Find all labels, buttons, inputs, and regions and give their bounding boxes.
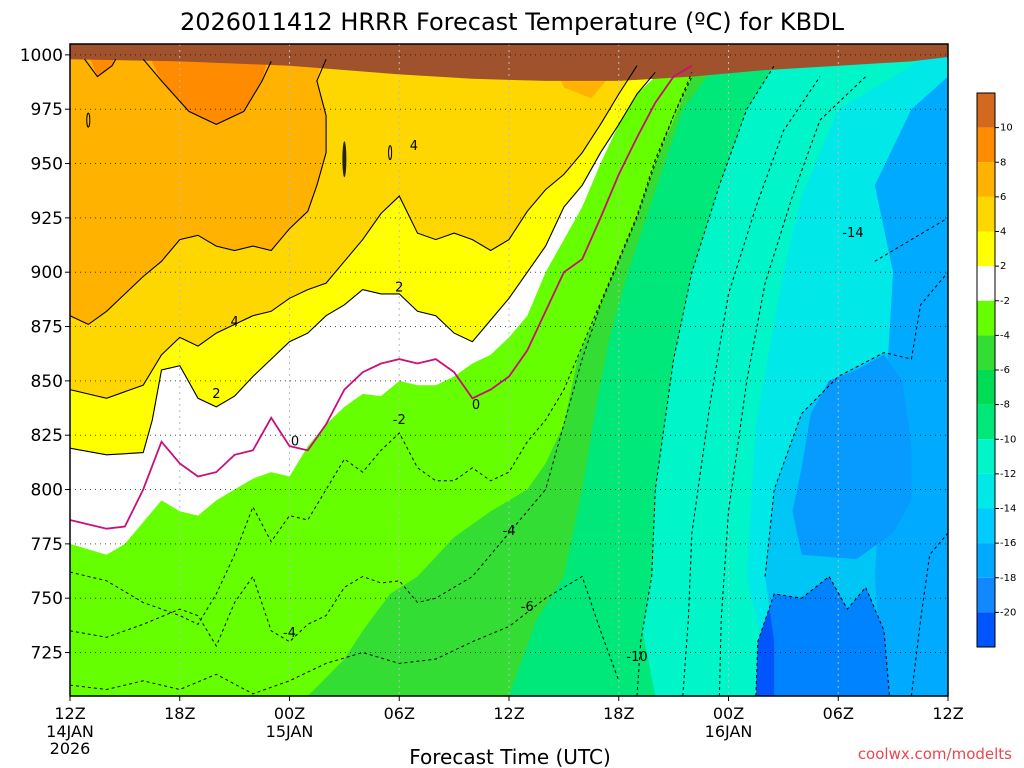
contour-label: -10 [626,650,647,665]
region-cold-blend [765,272,948,696]
contour-labels: -10 -6 -4 -4 -2 0 0 2 2 4 4 -14 [212,139,863,665]
closed-contour-small [86,112,91,128]
contour-label: 4 [230,315,238,330]
y-tick-label: 725 [31,644,63,664]
x-tick-year: 2026 [50,739,91,758]
colorbar-label: -4 [1000,330,1010,341]
x-tick-date: 16JAN [705,722,753,741]
y-tick-label: 975 [31,100,63,120]
colorbar-bin [977,439,995,474]
colorbar-label: 2 [1000,261,1006,272]
contour-label: 2 [395,280,403,295]
colorbar-bin [977,612,995,647]
contour-label: 2 [212,387,220,402]
y-tick-label: 875 [31,318,63,338]
x-tick-label: 18Z [603,704,634,723]
colorbar-label: -16 [1000,538,1016,549]
colorbar-bin [977,335,995,370]
y-tick-label: 925 [31,209,63,229]
colorbar-bin [977,93,995,128]
colorbar-bin [977,300,995,336]
contour-label: -6 [521,600,534,615]
x-tick-date: 14JAN [46,722,94,741]
colorbar-label: -10 [1000,434,1016,445]
y-tick-label: 825 [31,426,63,446]
colorbar-bin [977,370,995,405]
x-tick-label: 12Z [493,704,524,723]
credit-text: coolwx.com/modelts [858,745,1012,763]
y-tick-label: 850 [31,372,63,392]
contour-label: 0 [472,398,480,413]
isotherm-solid [69,58,327,326]
grid [70,44,948,696]
colorbar-label: 10 [1000,123,1013,134]
contour-label: -2 [393,413,406,428]
y-tick-label: 1000 [20,46,63,66]
isotherm-solid [84,58,117,78]
region-plus8 [143,44,272,125]
isotherm-dashed [910,532,949,697]
colorbar-bin [977,196,995,232]
y-tick-label: 775 [31,535,63,555]
region-plus6 [70,44,327,325]
isotherm-solid [69,65,638,399]
colorbar-bin [977,473,995,509]
y-tick-label: 800 [31,481,63,501]
isotherm-dashed [69,72,693,625]
isotherm-solid [69,71,656,456]
x-tick-label: 06Z [384,704,415,723]
isotherm-zero [69,64,693,530]
colorbar-bin [977,508,995,544]
x-tick-label: 12Z [932,704,963,723]
closed-contour-small [342,141,347,178]
x-tick-label: 00Z [274,704,305,723]
colorbar-label: -14 [1000,504,1016,515]
colorbar-label: -2 [1000,296,1010,307]
contour-label: -4 [283,626,296,641]
isotherm-dashed [718,76,867,697]
x-tick-label: 12Z [54,704,85,723]
isotherm-dashed [682,76,821,697]
y-axis: 725 750 775 800 825 850 875 900 925 950 975 1000 [20,46,70,664]
isotherm-dashed [755,575,890,697]
colorbar-bin [977,231,995,267]
colorbar-bin [977,266,995,301]
isotherm-dashed [764,271,949,577]
plot-area [70,44,948,696]
contour-label: 4 [410,139,418,154]
colorbar-label: -8 [1000,400,1010,411]
closed-contour-small [388,145,393,161]
x-tick-label: 06Z [823,704,854,723]
colorbar-label: -6 [1000,365,1010,376]
colorbar-label: -20 [1000,607,1016,618]
colorbar-bin [977,577,995,613]
x-tick-label: 18Z [164,704,195,723]
colorbar-label: 8 [1000,157,1006,168]
contour-lines [69,58,949,697]
colorbar-label: 6 [1000,192,1006,203]
x-axis-label: Forecast Time (UTC) [409,745,611,768]
x-tick-date: 15JAN [266,722,314,741]
isotherm-dashed [69,76,693,648]
y-tick-label: 750 [31,589,63,609]
y-tick-label: 900 [31,263,63,283]
colorbar-bin [977,543,995,578]
colorbar-label: -12 [1000,469,1016,480]
isotherm-solid [142,58,272,126]
contour-label: -4 [503,524,516,539]
colorbar-bin [977,127,995,163]
x-tick-label: 00Z [713,704,744,723]
colorbar-label: 4 [1000,227,1006,238]
contour-label: 0 [291,435,299,450]
isotherm-dashed [874,217,949,262]
colorbar: 10 8 6 4 2 -2 -4 -6 -8 -10 -12 -14 -16 -18 -20 [976,92,1016,648]
colorbar-bin [977,162,995,197]
contour-label: -14 [842,226,863,241]
y-tick-label: 950 [31,155,63,175]
chart-title: 2026011412 HRRR Forecast Temperature (ºC… [180,8,845,36]
colorbar-label: -18 [1000,573,1016,584]
colorbar-bin [977,404,995,440]
